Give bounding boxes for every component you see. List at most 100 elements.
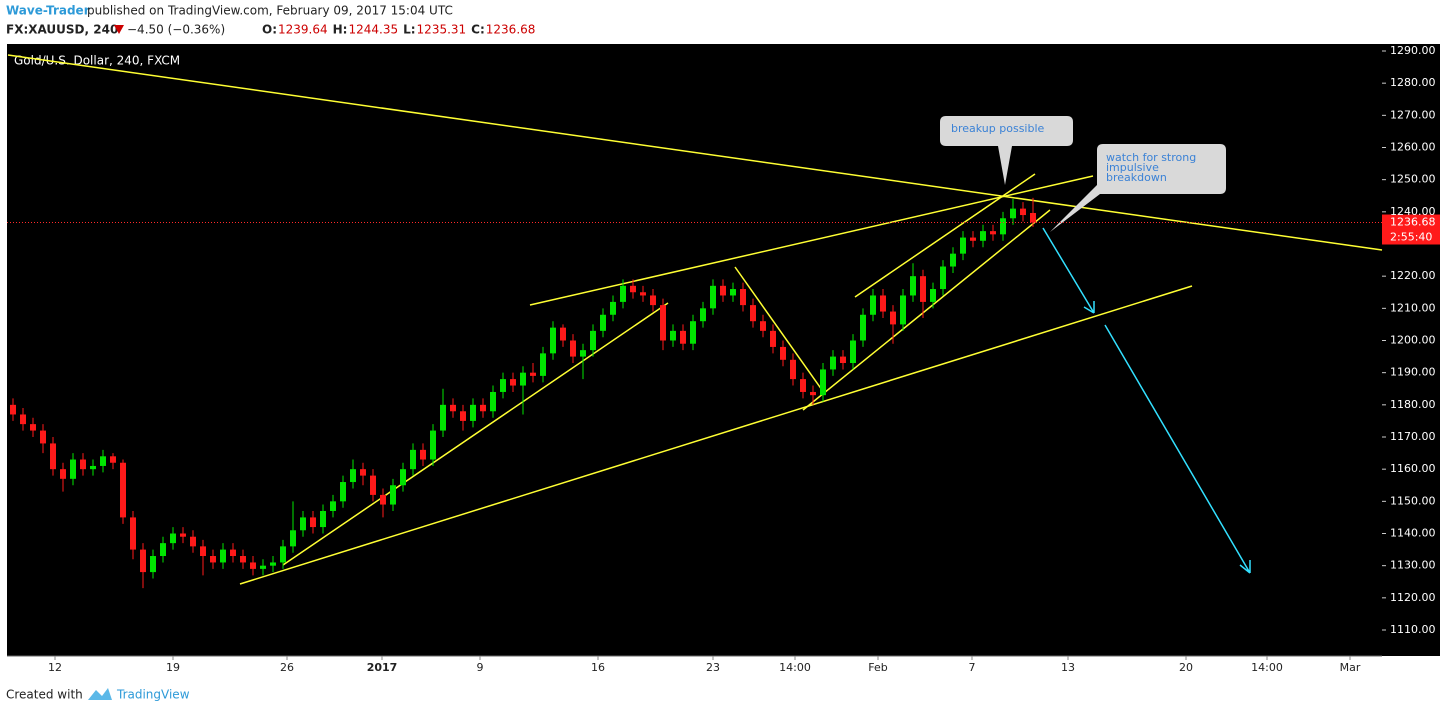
- body: [180, 533, 186, 537]
- body: [30, 424, 36, 431]
- body: [670, 330, 676, 341]
- ohlc-key: H:: [333, 23, 348, 37]
- body: [1000, 218, 1006, 235]
- body: [270, 562, 276, 566]
- y-tick-label: 1240.00: [1390, 205, 1436, 218]
- body: [730, 289, 736, 296]
- body: [850, 340, 856, 364]
- body: [110, 456, 116, 463]
- author[interactable]: Wave-Trader: [6, 4, 90, 18]
- trendline: [734, 266, 823, 391]
- change: −4.50 (−0.36%): [127, 23, 225, 37]
- candles: 1236.68 2:55:40: [7, 197, 1440, 589]
- callout: [940, 116, 1073, 185]
- body: [640, 292, 646, 296]
- body: [580, 350, 586, 357]
- body: [630, 285, 636, 293]
- body: [530, 372, 536, 376]
- body: [960, 237, 966, 254]
- body: [790, 359, 796, 380]
- body: [330, 501, 336, 511]
- y-tick-label: 1130.00: [1390, 559, 1436, 572]
- last-price-box: [1382, 214, 1440, 245]
- body: [240, 556, 246, 563]
- body: [310, 517, 316, 528]
- body: [830, 356, 836, 370]
- body: [190, 536, 196, 547]
- axis-labels: 1290.00 1280.00 1270.00 1260.00 1250.00 1240.…: [48, 44, 1436, 674]
- body: [690, 321, 696, 344]
- y-tick-label: 1190.00: [1390, 366, 1436, 379]
- body: [870, 295, 876, 315]
- body: [90, 465, 96, 470]
- body: [480, 404, 486, 412]
- body: [100, 456, 106, 466]
- ohlc-value: 1239.64: [278, 23, 328, 37]
- x-tick-label: 9: [477, 661, 484, 674]
- body: [720, 285, 726, 296]
- ohlc-value: 1244.35: [348, 23, 398, 37]
- y-tick-label: 1260.00: [1390, 141, 1436, 154]
- countdown: 2:55:40: [1390, 231, 1432, 244]
- arrow: [1104, 324, 1251, 574]
- price-axis: [1382, 44, 1440, 656]
- body: [550, 327, 556, 354]
- callout-text: breakup possible: [951, 122, 1045, 135]
- body: [220, 549, 226, 563]
- body: [620, 285, 626, 302]
- body: [40, 430, 46, 444]
- body: [370, 475, 376, 495]
- body: [80, 459, 86, 470]
- body: [440, 404, 446, 431]
- body: [760, 321, 766, 331]
- y-tick-label: 1200.00: [1390, 334, 1436, 347]
- body: [920, 276, 926, 302]
- chart-title: Gold/U.S. Dollar, 240, FXCM: [14, 54, 180, 68]
- body: [600, 314, 606, 331]
- x-tick-label: 13: [1061, 661, 1075, 674]
- published: published on TradingView.com, February 0…: [87, 4, 453, 18]
- arrows: [1042, 227, 1251, 574]
- trendline: [529, 175, 1094, 306]
- body: [590, 330, 596, 351]
- created-with: Created with: [6, 688, 83, 702]
- body: [680, 330, 686, 344]
- brand[interactable]: TradingView: [116, 688, 190, 702]
- body: [390, 485, 396, 505]
- body: [1010, 208, 1016, 219]
- y-tick-label: 1120.00: [1390, 591, 1436, 604]
- body: [540, 353, 546, 376]
- body: [560, 327, 566, 341]
- body: [770, 330, 776, 347]
- body: [300, 517, 306, 531]
- body: [570, 340, 576, 357]
- body: [360, 469, 366, 476]
- trendlines: [7, 54, 1383, 585]
- trendline: [282, 302, 669, 566]
- body: [610, 301, 616, 315]
- body: [260, 565, 266, 569]
- y-tick-label: 1220.00: [1390, 269, 1436, 282]
- x-tick-label: 14:00: [1251, 661, 1283, 674]
- arrow: [1042, 227, 1095, 314]
- body: [970, 237, 976, 241]
- body: [290, 530, 296, 547]
- trendline: [854, 173, 1036, 298]
- body: [210, 556, 216, 563]
- body: [200, 546, 206, 557]
- ohlc-key: L:: [403, 23, 415, 37]
- x-tick-label: 14:00: [779, 661, 811, 674]
- body: [410, 449, 416, 470]
- body: [70, 459, 76, 479]
- body: [950, 253, 956, 267]
- callout-line: watch for strong: [1106, 151, 1196, 164]
- body: [150, 556, 156, 573]
- callout: [1050, 144, 1226, 232]
- y-tick-label: 1180.00: [1390, 398, 1436, 411]
- body: [990, 231, 996, 235]
- x-tick-label: Mar: [1340, 661, 1361, 674]
- ohlc-key: O:: [262, 23, 277, 37]
- ohlc: O: 1239.64 H: 1244.35 L: 1235.31 C: 1236.68: [262, 23, 535, 37]
